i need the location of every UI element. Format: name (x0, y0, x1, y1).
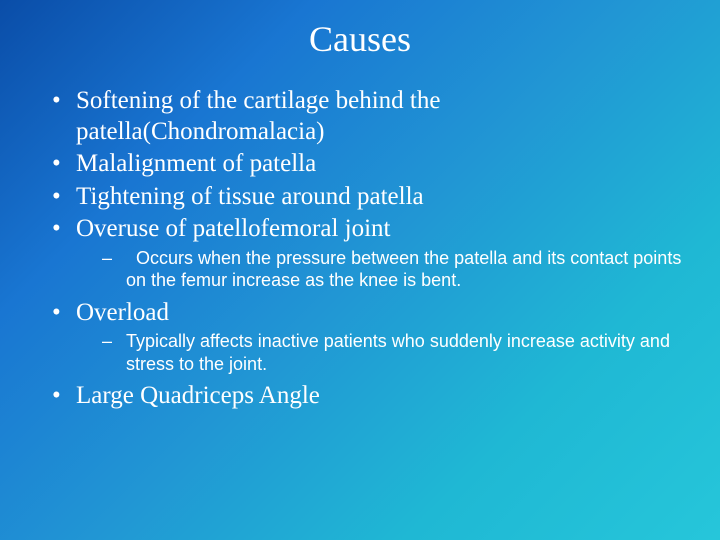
sub-bullet-text: Typically affects inactive patients who … (126, 331, 670, 374)
bullet-item: Malalignment of patella (46, 149, 684, 180)
bullet-text: Large Quadriceps Angle (76, 382, 320, 409)
bullet-text: Overuse of patellofemoral joint (76, 215, 390, 242)
bullet-list: Softening of the cartilage behind the pa… (36, 86, 684, 412)
sub-bullet-list: Occurs when the pressure between the pat… (76, 247, 684, 292)
bullet-text: Overload (76, 299, 169, 326)
bullet-item: Tightening of tissue around patella (46, 182, 684, 213)
bullet-item: Large Quadriceps Angle (46, 381, 684, 412)
bullet-text: Tightening of tissue around patella (76, 183, 424, 210)
sub-bullet-list: Typically affects inactive patients who … (76, 330, 684, 375)
bullet-item: Overload Typically affects inactive pati… (46, 298, 684, 376)
bullet-text: Softening of the cartilage behind the pa… (76, 87, 440, 145)
slide-title: Causes (36, 18, 684, 60)
bullet-item: Softening of the cartilage behind the pa… (46, 86, 684, 147)
sub-bullet-item: Typically affects inactive patients who … (102, 330, 684, 375)
bullet-text: Malalignment of patella (76, 150, 316, 177)
bullet-item: Overuse of patellofemoral joint Occurs w… (46, 214, 684, 292)
sub-bullet-item: Occurs when the pressure between the pat… (102, 247, 684, 292)
slide: Causes Softening of the cartilage behind… (0, 0, 720, 540)
sub-bullet-text: Occurs when the pressure between the pat… (126, 248, 681, 291)
